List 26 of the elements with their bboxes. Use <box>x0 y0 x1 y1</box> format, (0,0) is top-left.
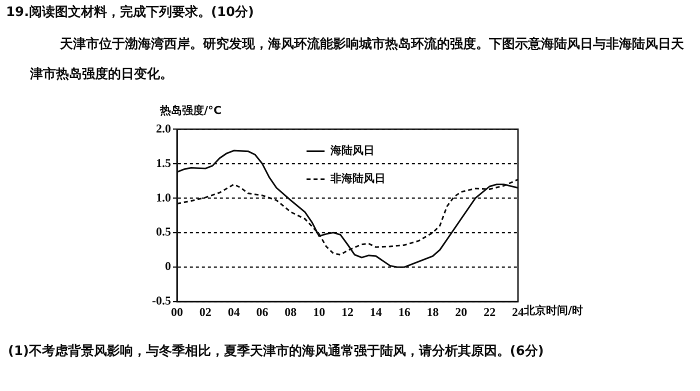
x-tick-label: 02 <box>199 304 212 319</box>
y-tick-label: 2.0 <box>156 121 171 136</box>
legend-label: 非海陆风日 <box>330 172 386 186</box>
x-tick-label: 14 <box>370 304 382 319</box>
x-tick-label: 06 <box>256 304 268 319</box>
text: (1)不考虑背景风影响，与冬季相比，夏季天津市的海风通常强于陆风，请分析其原因。(6分) <box>8 342 545 361</box>
x-tick-label: 20 <box>455 304 468 319</box>
x-tick-label: 24 <box>512 304 524 319</box>
x-tick-label: 10 <box>313 304 326 319</box>
x-tick-label: 12 <box>342 304 354 319</box>
y-tick-label: 0.5 <box>156 224 171 239</box>
y-tick-label: 1.5 <box>156 156 171 170</box>
y-axis-title: 热岛强度/°C <box>160 104 222 118</box>
y-tick-label: 1.0 <box>156 190 171 204</box>
x-tick-label: 08 <box>284 304 297 319</box>
x-tick-label: 16 <box>398 304 410 319</box>
x-tick-label: 22 <box>484 304 496 319</box>
x-axis-title: 北京时间/时 <box>524 304 584 318</box>
y-tick-label: 0 <box>164 259 171 274</box>
chart-title: 19.阅读图文材料，完成下列要求。(10分) <box>6 4 256 22</box>
y-tick-label: -0.5 <box>152 294 171 308</box>
legend-label: 海陆风日 <box>330 144 375 158</box>
text: 天津市位于渤海湾西岸。研究发现，海风环流能影响城市热岛环流的强度。下图示意海陆风日与非海陆风日天津市热岛强度的日变化。 <box>30 36 685 84</box>
x-tick-label: 04 <box>228 304 240 319</box>
x-tick-label: 18 <box>426 304 439 319</box>
x-tick-label: 00 <box>170 304 183 319</box>
